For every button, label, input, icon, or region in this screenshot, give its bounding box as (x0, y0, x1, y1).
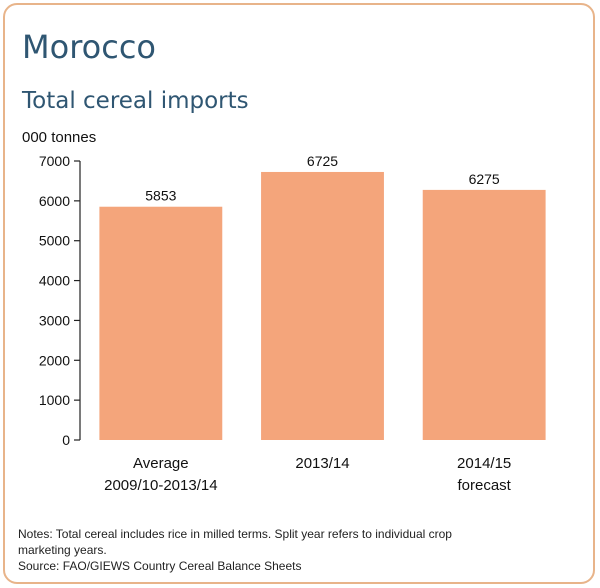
source-line: Source: FAO/GIEWS Country Cereal Balance… (18, 559, 302, 573)
y-tick-label: 3000 (39, 312, 70, 328)
y-axis: 0 1000 2000 3000 4000 5000 6000 7000 (39, 153, 81, 448)
notes-line-1: Notes: Total cereal includes rice in mil… (18, 527, 452, 541)
y-tick-label: 6000 (39, 193, 70, 209)
y-tick-label: 4000 (39, 273, 70, 289)
chart-subtitle: Total cereal imports (22, 88, 249, 114)
notes-block: Notes: Total cereal includes rice in mil… (18, 526, 578, 574)
bar (422, 189, 546, 440)
bar-data-label: 6275 (469, 171, 500, 187)
y-tick-label: 7000 (39, 153, 70, 169)
x-category-label: 2009/10-2013/14 (104, 477, 217, 494)
bar-data-label: 6725 (307, 153, 338, 169)
x-category-label: 2014/15 (457, 455, 511, 472)
bar (99, 206, 223, 440)
x-axis-labels: Average 2009/10-2013/14 2013/14 2014/15 fore… (104, 455, 512, 494)
country-title: Morocco (22, 28, 156, 66)
bar (261, 171, 384, 441)
y-tick-label: 0 (62, 432, 70, 448)
y-axis-label: 000 tonnes (22, 129, 96, 146)
notes-line-2: marketing years. (18, 543, 107, 557)
x-category-label: forecast (457, 477, 511, 494)
y-tick-label: 2000 (39, 352, 70, 368)
bar-data-label: 5853 (145, 188, 176, 204)
y-tick-label: 5000 (39, 233, 70, 249)
y-tick-label: 1000 (39, 392, 70, 408)
bars: 5853 6725 6275 (99, 153, 546, 441)
x-category-label: Average (133, 455, 189, 472)
x-category-label: 2013/14 (295, 455, 349, 472)
